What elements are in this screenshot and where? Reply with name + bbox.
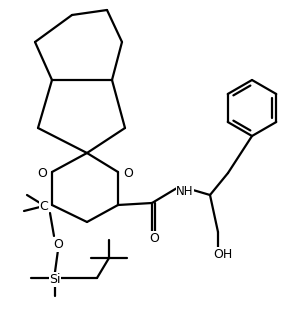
Text: Si: Si bbox=[49, 273, 61, 286]
Text: O: O bbox=[149, 232, 159, 245]
Text: O: O bbox=[37, 167, 47, 180]
Text: O: O bbox=[53, 238, 63, 251]
Text: C: C bbox=[40, 200, 48, 213]
Text: O: O bbox=[123, 167, 133, 180]
Text: OH: OH bbox=[213, 248, 233, 261]
Text: NH: NH bbox=[176, 185, 194, 198]
